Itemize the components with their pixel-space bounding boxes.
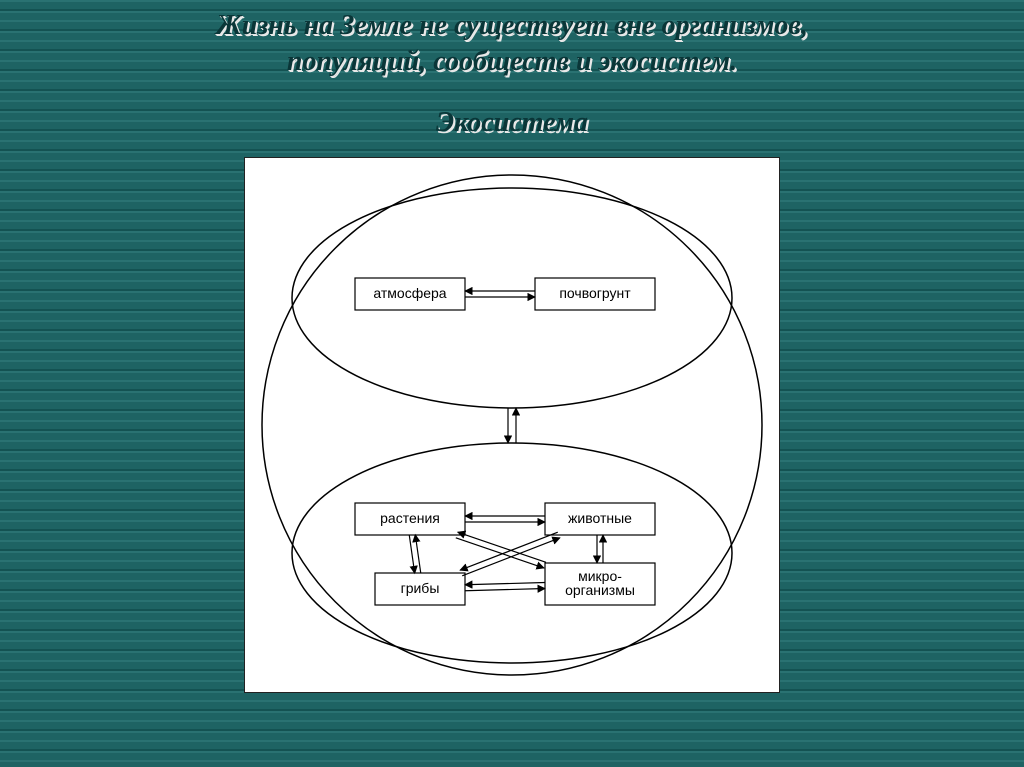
edge-plant-micro-rev xyxy=(458,532,546,562)
node-label-soil: почвогрунт xyxy=(559,284,631,300)
node-label-atm: атмосфера xyxy=(373,284,446,300)
node-label-fungi: грибы xyxy=(401,579,440,595)
edge-plant-fungi-fwd xyxy=(409,535,414,573)
title-line-1: Жизнь на Земле не существует вне организ… xyxy=(216,10,808,41)
slide-subtitle: Экосистема xyxy=(436,107,588,139)
edge-fungi-micro-fwd xyxy=(465,588,545,590)
bottom-ellipse xyxy=(292,443,732,663)
node-label-plant: растения xyxy=(380,509,440,525)
title-line-2: популяций, сообществ и экосистем. xyxy=(287,46,737,77)
ecosystem-diagram: атмосфера почвогрунт растения животные грибы… xyxy=(244,157,780,693)
edge-plant-fungi-rev xyxy=(415,534,420,572)
edge-fungi-micro-rev xyxy=(465,582,545,584)
node-label-anim: животные xyxy=(568,509,632,525)
outer-circle xyxy=(262,175,762,675)
slide-title: Жизнь на Земле не существует вне организ… xyxy=(62,8,962,81)
